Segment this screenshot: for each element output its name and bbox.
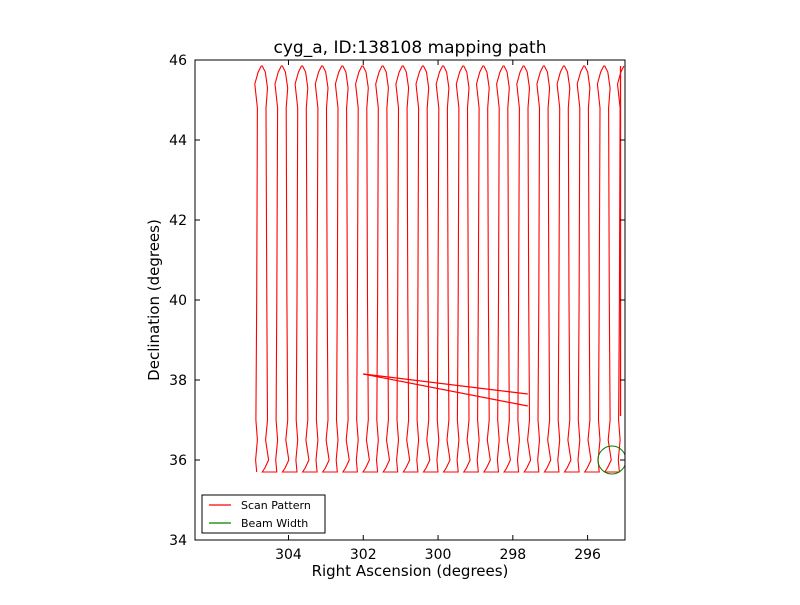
y-tick-label: 34 xyxy=(169,533,187,549)
legend-label-scan-pattern: Scan Pattern xyxy=(241,499,311,512)
x-tick-label: 304 xyxy=(275,547,302,563)
y-tick-label: 44 xyxy=(169,133,187,149)
beam-width-circle xyxy=(597,445,625,475)
y-tick-label: 42 xyxy=(169,213,187,229)
scan-crossing-segment-1 xyxy=(363,373,528,407)
legend-label-beam-width: Beam Width xyxy=(241,517,308,530)
y-tick-label: 40 xyxy=(169,293,187,309)
plot-frame xyxy=(194,59,626,541)
legend: Scan Pattern Beam Width xyxy=(201,494,326,534)
axis-ticks: 304 302 300 298 296 34 36 38 40 42 44 46 xyxy=(169,53,625,563)
chart-title: cyg_a, ID:138108 mapping path xyxy=(274,38,547,58)
x-tick-label: 302 xyxy=(350,547,377,563)
x-axis-label: Right Ascension (degrees) xyxy=(312,562,509,580)
y-tick-label: 38 xyxy=(169,373,187,389)
beam-width-group xyxy=(597,445,625,475)
x-tick-label: 298 xyxy=(499,547,526,563)
y-axis-label: Declination (degrees) xyxy=(145,219,163,381)
x-tick-label: 300 xyxy=(425,547,452,563)
scan-pattern-group xyxy=(254,65,625,473)
scan-crossing-segment-0 xyxy=(363,373,528,395)
x-tick-label: 296 xyxy=(574,547,601,563)
y-tick-label: 36 xyxy=(169,453,187,469)
scan-pattern-line xyxy=(254,65,625,473)
y-tick-label: 46 xyxy=(169,53,187,69)
legend-box xyxy=(201,494,326,534)
